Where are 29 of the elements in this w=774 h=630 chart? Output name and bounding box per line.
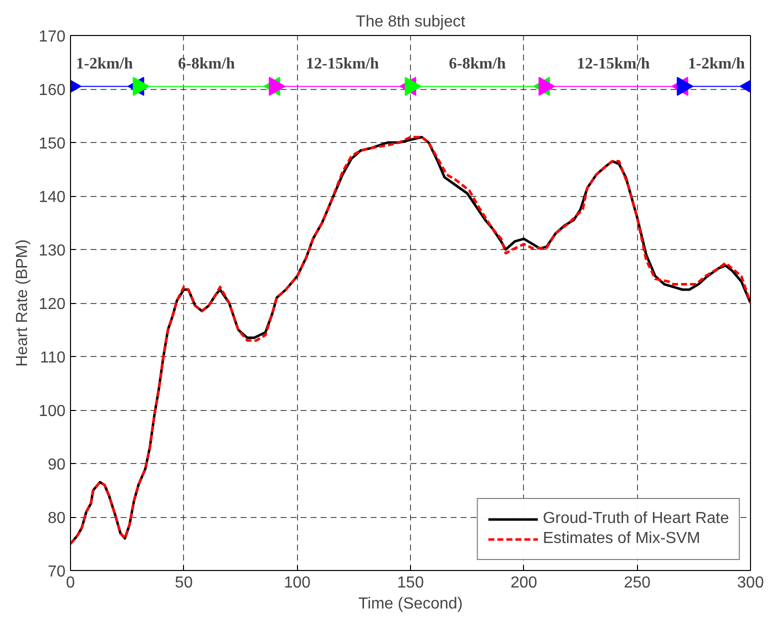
y-tick-label: 130 xyxy=(38,242,66,260)
series-label: 12-15km/h xyxy=(576,55,650,72)
y-tick-label: 170 xyxy=(38,28,66,46)
x-tick-label: 150 xyxy=(397,574,424,592)
x-tick-label: 300 xyxy=(737,574,764,592)
y-tick-label: 140 xyxy=(38,189,66,206)
series-label: 6-8km/h xyxy=(448,55,506,72)
y-tick-label: 110 xyxy=(40,350,66,366)
x-tick-label: 50 xyxy=(174,574,193,592)
x-tick-label: 100 xyxy=(284,574,311,592)
chart-title: The 8th subject xyxy=(356,14,466,30)
x-tick-label: 250 xyxy=(624,574,651,592)
series-label: 1-2km/h xyxy=(76,55,134,72)
legend-label: Estimates of Mix-SVM xyxy=(542,530,700,548)
x-tick-label: 200 xyxy=(510,574,538,592)
y-tick-label: 150 xyxy=(38,136,66,152)
series-label: 1-2km/h xyxy=(688,55,746,72)
y-tick-label: 70 xyxy=(48,564,66,580)
x-axis-title: Time (Second) xyxy=(358,596,463,612)
series-label: 6-8km/h xyxy=(178,55,236,72)
series-label: 12-15km/h xyxy=(306,55,380,72)
y-tick-label: 160 xyxy=(38,82,66,99)
y-tick-label: 100 xyxy=(38,403,66,420)
y-axis-title: Heart Rate (BPM) xyxy=(14,239,31,367)
y-tick-label: 120 xyxy=(38,296,66,313)
y-tick-label: 90 xyxy=(48,456,66,474)
legend-label: Groud-Truth of Heart Rate xyxy=(542,510,729,528)
y-tick-label: 80 xyxy=(48,510,66,527)
x-tick-label: 0 xyxy=(66,574,76,592)
